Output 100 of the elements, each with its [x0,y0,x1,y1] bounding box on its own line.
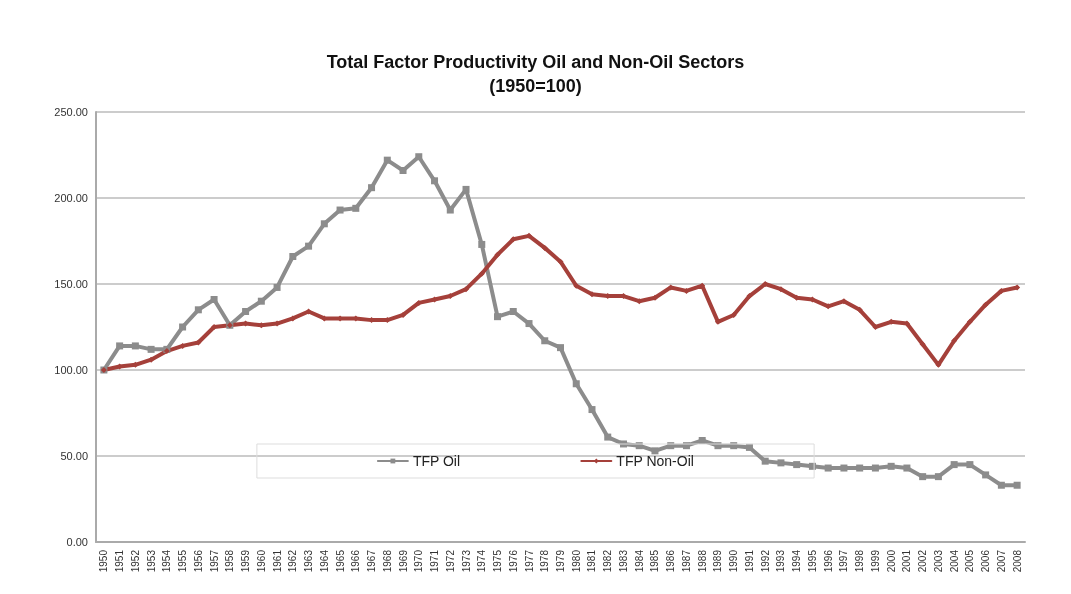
point [494,313,502,321]
point [966,318,973,325]
point [210,295,218,303]
point [305,242,313,250]
point [557,344,564,352]
point [887,462,895,470]
point [179,342,186,349]
point [179,323,187,331]
x-tick-label: 1955 [177,549,189,573]
point [147,345,155,353]
point [289,252,297,260]
point [746,293,753,300]
point [352,204,360,212]
point [793,461,801,469]
point [982,471,990,479]
x-tick-label: 2007 [995,549,1007,573]
x-tick-label: 1966 [350,549,362,573]
x-tick-label: 1960 [255,549,267,573]
x-tick-label: 1957 [208,549,220,573]
point [415,299,422,306]
x-tick-label: 1978 [539,549,551,573]
point [871,464,879,472]
point [1013,481,1021,489]
point [824,464,832,472]
point [1014,284,1021,291]
legend-label: TFP Oil [412,453,461,469]
point [399,166,407,174]
x-tick-label: 1990 [728,549,740,573]
point [588,406,596,414]
point [541,244,548,251]
point [431,177,439,185]
point [919,473,927,481]
point [415,153,423,161]
point [305,308,312,315]
x-tick-label: 1956 [192,549,204,573]
point [573,282,580,289]
point [777,459,785,467]
point [463,286,470,293]
x-tick-label: 1994 [791,549,803,573]
x-tick-label: 1996 [822,549,834,573]
point [148,356,155,363]
x-tick-label: 1973 [460,549,472,573]
x-tick-label: 1967 [366,549,378,573]
chart-title: Total Factor Productivity Oil and Non-Oil Sectors [326,52,745,72]
x-tick-label: 1950 [98,549,110,573]
x-tick-label: 2008 [1011,549,1023,573]
x-tick-label: 1952 [129,549,141,573]
x-tick-label: 1968 [381,549,393,573]
x-tick-label: 1983 [617,549,629,573]
x-tick-label: 1954 [161,549,173,573]
x-tick-label: 1951 [114,549,126,573]
x-tick-label: 1988 [696,549,708,573]
point [478,240,486,248]
x-tick-label: 2003 [932,549,944,573]
point [856,306,863,313]
point [509,308,517,316]
point [525,320,533,328]
point [997,481,1005,489]
point [730,311,737,318]
point [825,303,832,310]
x-tick-label: 1980 [570,549,582,573]
point [777,286,784,293]
x-tick-label: 1971 [429,549,441,573]
x-tick-label: 1984 [633,549,645,573]
point [494,251,501,258]
point [840,464,848,472]
point [903,464,911,472]
point [982,301,989,308]
x-tick-label: 1961 [271,549,283,573]
point [446,206,454,214]
point [462,185,470,193]
point [951,337,958,344]
point [447,293,454,300]
point [919,341,926,348]
legend-label: TFP Non-Oil [616,453,694,469]
point [966,461,974,469]
x-tick-label: 1953 [145,549,157,573]
y-tick-label: 0.00 [66,536,88,548]
point [683,287,690,294]
y-tick-label: 150.00 [54,278,88,290]
x-tick-label: 1985 [649,549,661,573]
point [950,461,958,469]
x-tick-label: 2002 [917,549,929,573]
point [116,342,124,350]
y-tick-label: 50.00 [60,450,88,462]
x-tick-label: 2006 [980,549,992,573]
point [526,232,533,239]
x-tick-label: 1995 [806,549,818,573]
x-tick-label: 1997 [838,549,850,573]
point [572,380,580,388]
x-tick-label: 1969 [397,549,409,573]
point [651,447,659,455]
point [257,297,265,305]
x-tick-label: 1959 [240,549,252,573]
point [273,283,281,291]
x-tick-label: 1976 [507,549,519,573]
x-tick-label: 1986 [665,549,677,573]
x-tick-label: 2004 [948,549,960,573]
x-tick-label: 1981 [586,549,598,573]
point [368,184,376,192]
